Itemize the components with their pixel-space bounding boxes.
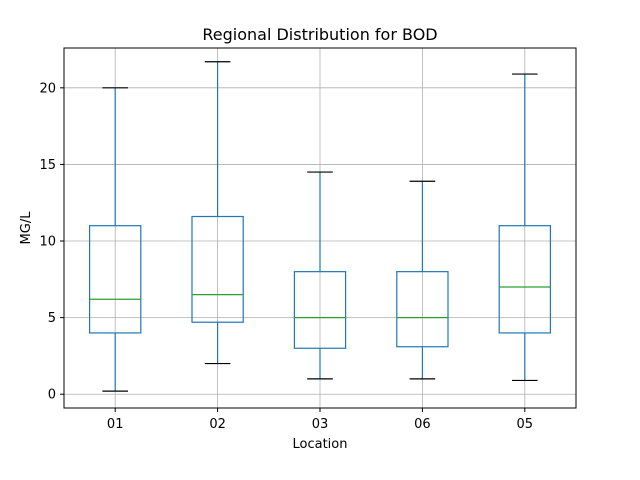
box-01 [88, 87, 142, 392]
box-body [293, 271, 347, 349]
box-05 [498, 73, 552, 382]
x-tick-label: 06 [414, 417, 431, 432]
x-tick-label: 01 [107, 417, 124, 432]
x-tick-label: 02 [209, 417, 226, 432]
y-tick-label: 10 [39, 235, 56, 250]
boxes [88, 61, 552, 392]
box-02 [191, 61, 244, 365]
x-tick-label: 03 [312, 417, 329, 432]
y-tick-label: 20 [39, 81, 56, 96]
box-06 [396, 180, 449, 380]
box-body [396, 271, 449, 348]
box-body [88, 225, 142, 334]
y-axis-label: MG/L [19, 211, 34, 245]
box-03 [293, 171, 347, 380]
chart-title: Regional Distribution for BOD [202, 25, 437, 44]
y-tick-label: 0 [48, 388, 56, 403]
box-body [498, 225, 552, 334]
box-body [191, 215, 244, 323]
y-tick-label: 15 [39, 158, 56, 173]
x-axis-label: Location [293, 437, 348, 452]
x-tick-label: 05 [517, 417, 534, 432]
y-tick-label: 5 [48, 311, 56, 326]
